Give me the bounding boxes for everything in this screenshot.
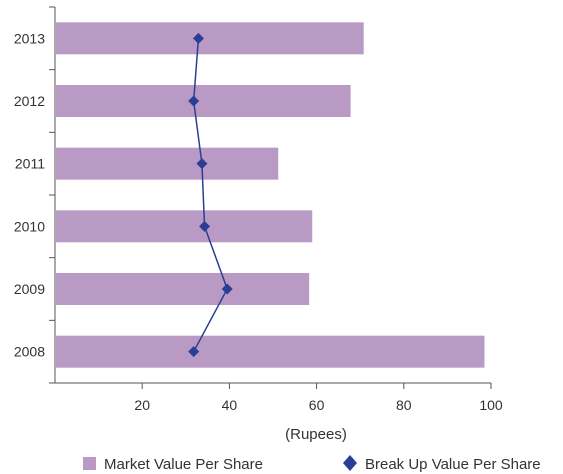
break-up-value-marker-2010 (199, 220, 211, 232)
break-up-value-marker-2011 (196, 158, 208, 170)
y-tick-label-2009: 2009 (14, 281, 45, 297)
break-up-value-marker-2012 (188, 95, 200, 107)
legend-swatch-market-value (83, 457, 96, 470)
break-up-value-marker-2009 (221, 283, 233, 295)
bar-2011 (56, 147, 279, 180)
bars-layer (56, 22, 485, 368)
legend-label-break-up-value: Break Up Value Per Share (365, 456, 541, 473)
bar-2013 (56, 22, 364, 55)
x-tick-label: 80 (396, 397, 412, 413)
axes-layer (49, 6, 492, 389)
bar-2008 (56, 335, 485, 368)
y-tick-label-2008: 2008 (14, 344, 45, 360)
x-tick-label: 60 (309, 397, 325, 413)
y-tick-label-2013: 2013 (14, 30, 45, 46)
legend: Market Value Per Share Break Up Value Pe… (83, 455, 541, 473)
bar-2009 (56, 273, 310, 305)
y-tick-label-2010: 2010 (14, 218, 45, 234)
y-tick-label-2011: 2011 (15, 156, 45, 172)
y-tick-label-2012: 2012 (14, 93, 45, 109)
x-tick-label: 40 (222, 397, 238, 413)
break-up-value-marker-2013 (192, 32, 204, 44)
break-up-value-marker-2008 (188, 346, 200, 358)
x-tick-label: 100 (479, 397, 503, 413)
labels-layer: 20 40 60 80 100 2008 2009 2010 2011 2012 2013 (14, 30, 503, 413)
x-axis-title: (Rupees) (285, 426, 347, 443)
bar-2012 (56, 85, 351, 117)
break-up-value-line (192, 38, 229, 353)
legend-swatch-break-up-value (343, 455, 357, 471)
x-tick-label: 20 (134, 397, 150, 413)
bar-2010 (56, 210, 313, 243)
line-layer (188, 32, 233, 358)
legend-label-market-value: Market Value Per Share (104, 456, 263, 473)
